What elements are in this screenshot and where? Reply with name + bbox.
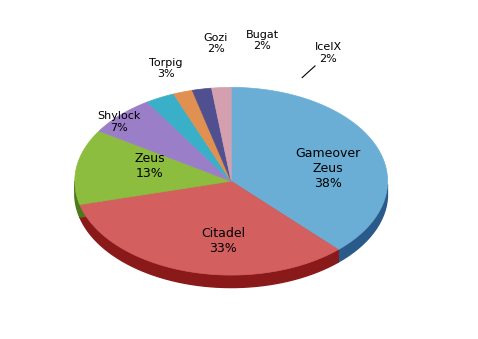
Polygon shape — [80, 181, 338, 275]
Polygon shape — [231, 181, 338, 262]
Text: Gameover
Zeus
38%: Gameover Zeus 38% — [295, 147, 361, 190]
Polygon shape — [80, 181, 231, 217]
Text: IceIX
2%: IceIX 2% — [315, 42, 342, 64]
Text: Shylock
7%: Shylock 7% — [97, 111, 140, 133]
Polygon shape — [80, 204, 338, 287]
Text: Gozi
2%: Gozi 2% — [203, 33, 228, 55]
Polygon shape — [99, 102, 231, 181]
Polygon shape — [80, 181, 231, 217]
Text: Citadel
33%: Citadel 33% — [201, 227, 245, 255]
Polygon shape — [231, 87, 388, 250]
Text: Zeus
13%: Zeus 13% — [134, 152, 165, 180]
Text: Torpig
3%: Torpig 3% — [149, 58, 182, 79]
Polygon shape — [75, 131, 231, 204]
Polygon shape — [212, 87, 231, 181]
Polygon shape — [174, 91, 231, 181]
Polygon shape — [338, 185, 388, 262]
Polygon shape — [231, 181, 338, 262]
Polygon shape — [147, 94, 231, 181]
Text: Bugat
2%: Bugat 2% — [246, 30, 279, 51]
Polygon shape — [192, 88, 231, 181]
Polygon shape — [75, 181, 80, 217]
